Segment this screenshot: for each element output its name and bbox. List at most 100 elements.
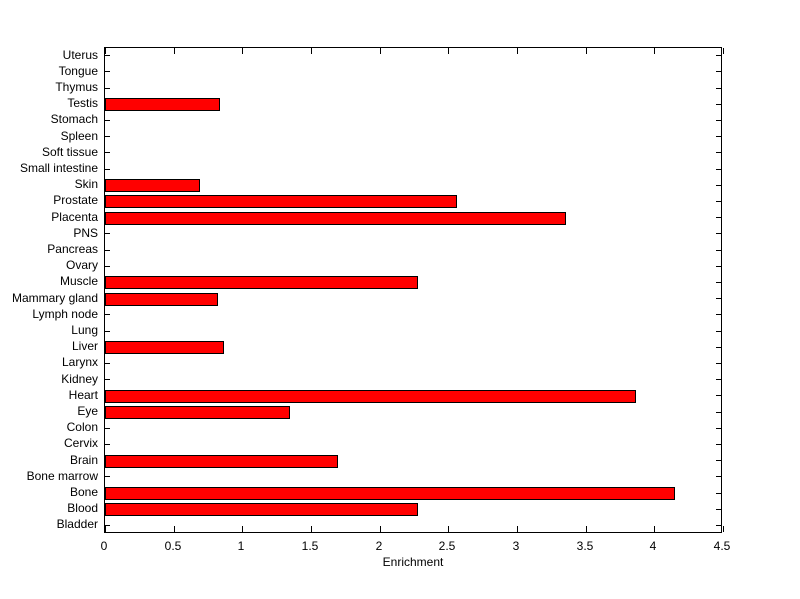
ytick-left-kidney [105, 379, 110, 380]
ytick-left-tongue [105, 71, 110, 72]
ytick-left-cervix [105, 444, 110, 445]
ytick-label-prostate: Prostate [53, 193, 98, 207]
ytick-right-lymph-node [716, 314, 721, 315]
ytick-right-mammary-gland [716, 298, 721, 299]
xtick-bottom-1.5 [311, 526, 312, 532]
xtick-bottom-4.5 [723, 526, 724, 532]
bar-mammary-gland [105, 293, 218, 306]
ytick-label-stomach: Stomach [50, 112, 98, 126]
ytick-label-spleen: Spleen [60, 129, 98, 143]
plot-area [104, 47, 724, 533]
ytick-label-eye: Eye [77, 404, 98, 418]
ytick-right-testis [716, 104, 721, 105]
xtick-label-0: 0 [100, 539, 108, 553]
ytick-right-soft-tissue [716, 152, 721, 153]
ytick-label-brain: Brain [69, 453, 98, 467]
bar-heart [105, 390, 636, 403]
ytick-left-spleen [105, 136, 110, 137]
ytick-left-soft-tissue [105, 152, 110, 153]
ytick-right-blood [716, 509, 721, 510]
ytick-right-muscle [716, 282, 721, 283]
xtick-top-4 [654, 48, 655, 54]
ytick-left-small-intestine [105, 169, 110, 170]
ytick-right-kidney [716, 379, 721, 380]
bar-prostate [105, 195, 457, 208]
ytick-left-pns [105, 233, 110, 234]
bar-bone [105, 487, 675, 500]
xtick-bottom-2.5 [448, 526, 449, 532]
ytick-label-thymus: Thymus [55, 80, 98, 94]
ytick-left-bone-marrow [105, 476, 110, 477]
ytick-label-blood: Blood [67, 501, 98, 515]
xtick-label-4.5: 4.5 [713, 539, 731, 553]
xtick-label-2: 2 [375, 539, 383, 553]
xtick-label-3.5: 3.5 [576, 539, 594, 553]
ytick-right-small-intestine [716, 169, 721, 170]
ytick-label-mammary-gland: Mammary gland [11, 291, 98, 305]
ytick-label-bone: Bone [69, 485, 98, 499]
bar-muscle [105, 276, 418, 289]
ytick-right-bone-marrow [716, 476, 721, 477]
xtick-label-3: 3 [512, 539, 520, 553]
xtick-label-2.5: 2.5 [438, 539, 456, 553]
xtick-bottom-2 [380, 526, 381, 532]
ytick-label-liver: Liver [71, 339, 98, 353]
ytick-label-heart: Heart [68, 388, 98, 402]
ytick-label-kidney: Kidney [61, 372, 98, 386]
ytick-right-eye [716, 412, 721, 413]
ytick-right-bladder [716, 525, 721, 526]
xtick-top-0 [105, 48, 106, 54]
ytick-label-small-intestine: Small intestine [19, 161, 98, 175]
bar-placenta [105, 212, 566, 225]
ytick-right-thymus [716, 88, 721, 89]
ytick-left-colon [105, 428, 110, 429]
ytick-left-thymus [105, 88, 110, 89]
ytick-right-ovary [716, 266, 721, 267]
ytick-label-larynx: Larynx [61, 355, 98, 369]
xtick-label-4: 4 [649, 539, 657, 553]
ytick-label-muscle: Muscle [59, 274, 98, 288]
ytick-label-tongue: Tongue [58, 64, 98, 78]
ytick-left-ovary [105, 266, 110, 267]
xtick-bottom-3.5 [586, 526, 587, 532]
xtick-top-0.5 [174, 48, 175, 54]
xtick-bottom-0 [105, 526, 106, 532]
ytick-label-pancreas: Pancreas [47, 242, 98, 256]
ytick-left-lung [105, 331, 110, 332]
ytick-right-stomach [716, 120, 721, 121]
ytick-label-testis: Testis [67, 96, 98, 110]
ytick-label-colon: Colon [66, 420, 98, 434]
ytick-right-placenta [716, 217, 721, 218]
ytick-right-spleen [716, 136, 721, 137]
ytick-label-placenta: Placenta [51, 210, 98, 224]
xtick-bottom-3 [517, 526, 518, 532]
ytick-right-colon [716, 428, 721, 429]
ytick-right-pns [716, 233, 721, 234]
bar-eye [105, 406, 290, 419]
ytick-right-tongue [716, 71, 721, 72]
x-axis-title: Enrichment [382, 555, 444, 569]
ytick-right-uterus [716, 55, 721, 56]
ytick-label-cervix: Cervix [63, 436, 98, 450]
xtick-top-1 [242, 48, 243, 54]
ytick-label-soft-tissue: Soft tissue [41, 145, 98, 159]
xtick-label-0.5: 0.5 [164, 539, 182, 553]
ytick-left-pancreas [105, 250, 110, 251]
ytick-right-larynx [716, 363, 721, 364]
ytick-label-uterus: Uterus [62, 48, 98, 62]
xtick-top-4.5 [723, 48, 724, 54]
ytick-left-bladder [105, 525, 110, 526]
xtick-bottom-4 [654, 526, 655, 532]
ytick-label-skin: Skin [74, 177, 98, 191]
ytick-label-bone-marrow: Bone marrow [26, 469, 98, 483]
bar-testis [105, 98, 220, 111]
ytick-left-uterus [105, 55, 110, 56]
ytick-label-ovary: Ovary [65, 258, 98, 272]
xtick-label-1.5: 1.5 [301, 539, 319, 553]
ytick-right-lung [716, 331, 721, 332]
xtick-bottom-0.5 [174, 526, 175, 532]
xtick-top-2 [380, 48, 381, 54]
xtick-top-3.5 [586, 48, 587, 54]
ytick-left-larynx [105, 363, 110, 364]
